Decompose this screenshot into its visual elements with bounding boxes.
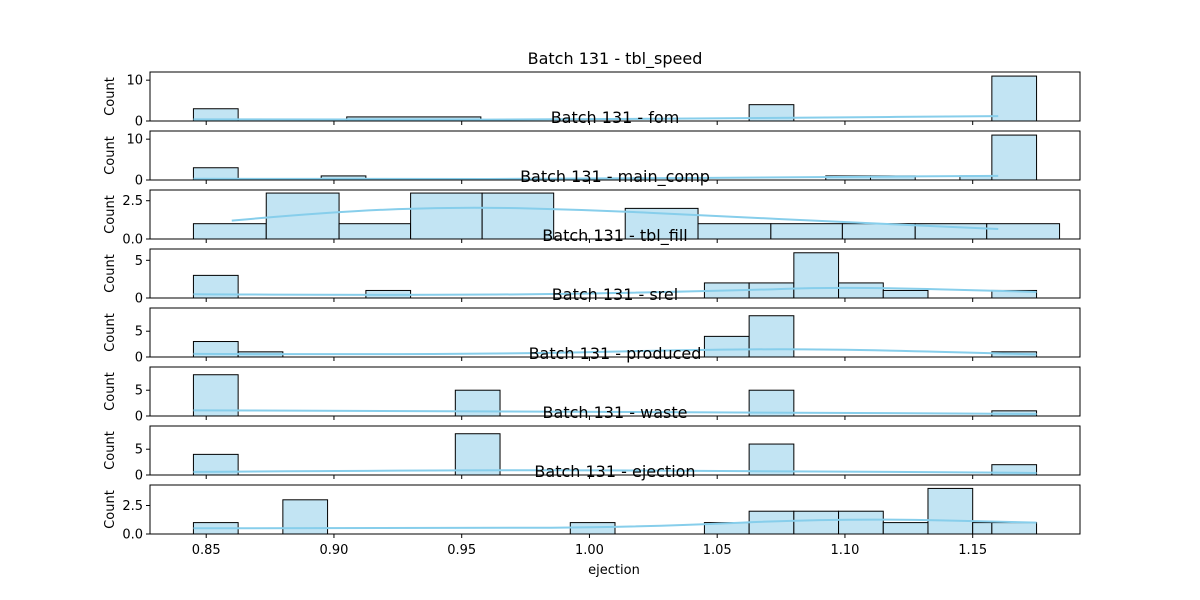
- axes-frame: [149, 484, 1081, 535]
- y-tick-label: 0.0: [122, 233, 143, 248]
- histogram-bar: [454, 433, 501, 476]
- subplot-title: Batch 131 - tbl_fill: [542, 226, 687, 246]
- histogram-bar: [991, 75, 1038, 122]
- subplot-4: 0 5 Count Batch 131 - tbl_fill: [103, 226, 1081, 307]
- histogram-bar: [838, 282, 884, 299]
- kde-line: [193, 409, 1037, 415]
- x-tick-label: 1.00: [575, 543, 604, 558]
- y-tick-label: 0.0: [122, 528, 143, 543]
- kde-line: [193, 286, 1037, 296]
- histogram-bar: [838, 510, 884, 535]
- y-axis-label: Count: [103, 136, 118, 175]
- subplot-3: 0.0 2.5 Count Batch 131 - main_comp: [103, 167, 1081, 248]
- y-axis-label: Count: [103, 372, 118, 411]
- histogram-bar: [770, 223, 843, 240]
- subplot-title: Batch 131 - main_comp: [520, 167, 710, 187]
- axes-frame: [149, 425, 1081, 476]
- axes-frame: [149, 366, 1081, 417]
- histogram-bar: [748, 315, 795, 358]
- x-tick-label: 0.90: [319, 543, 348, 558]
- y-axis-label: Count: [103, 254, 118, 293]
- axes-frame: [149, 71, 1081, 122]
- axes-frame: [149, 130, 1081, 181]
- subplot-2: 0 10 Count Batch 131 - fom: [103, 108, 1081, 189]
- histogram-bar: [882, 289, 929, 299]
- x-tick-label: 1.10: [830, 543, 859, 558]
- histogram-bar: [793, 510, 840, 535]
- histogram-bar: [481, 192, 555, 240]
- histogram-bar: [793, 252, 840, 299]
- y-axis-label: Count: [103, 490, 118, 529]
- x-tick-label: 0.85: [192, 543, 221, 558]
- y-tick-label: 5: [135, 254, 143, 269]
- subplot-title: Batch 131 - srel: [552, 285, 678, 304]
- subplot-title: Batch 131 - ejection: [534, 462, 695, 481]
- y-tick-label: 0: [135, 351, 143, 366]
- y-axis-label: Count: [103, 195, 118, 234]
- histogram-bar: [991, 134, 1038, 181]
- x-axis-label: ejection: [588, 563, 640, 578]
- histogram-bar: [972, 522, 993, 535]
- histogram-bar: [986, 223, 1061, 240]
- subplot-1: 0 10 Count Batch 131 - tbl_speed: [103, 49, 1081, 130]
- subplot-title: Batch 131 - tbl_speed: [528, 49, 703, 69]
- kde-line: [193, 469, 1037, 474]
- y-axis-label: Count: [103, 77, 118, 116]
- kde-line: [193, 174, 999, 181]
- y-tick-label: 0: [135, 469, 143, 484]
- y-tick-label: 5: [135, 443, 143, 458]
- y-tick-label: 10: [126, 133, 143, 148]
- y-tick-label: 2.5: [122, 499, 143, 514]
- histogram-bar: [991, 522, 1038, 535]
- x-axis-ticks: 0.85 0.90 0.95 1.00 1.05 1.10 1.15: [192, 543, 987, 558]
- histogram-bar: [697, 223, 772, 240]
- histogram-bar: [927, 487, 974, 535]
- y-tick-label: 0: [135, 292, 143, 307]
- subplot-8: 0.0 2.5 Count Batch 131 - ejection: [103, 462, 1081, 543]
- histogram-bar: [338, 223, 412, 240]
- histogram-bar: [410, 192, 483, 240]
- y-tick-label: 0: [135, 174, 143, 189]
- y-axis-label: Count: [103, 313, 118, 352]
- y-tick-label: 0: [135, 115, 143, 130]
- subplot-5: 0 5 Count Batch 131 - srel: [103, 285, 1081, 366]
- kde-line: [231, 206, 999, 231]
- axes-frame: [149, 189, 1081, 240]
- subplot-title: Batch 131 - fom: [551, 108, 680, 127]
- histogram-bar: [192, 223, 267, 240]
- x-tick-label: 1.15: [958, 543, 987, 558]
- histogram-bar: [882, 522, 929, 535]
- histogram-bar: [192, 374, 239, 417]
- axes-frame: [149, 307, 1081, 358]
- panels: 0 10 Count Batch 131 - tbl_speed 0 10 Count Bat…: [103, 49, 1081, 558]
- y-axis-label: Count: [103, 431, 118, 470]
- subplot-title: Batch 131 - waste: [543, 403, 688, 422]
- x-tick-label: 1.05: [703, 543, 732, 558]
- subplot-7: 0 5 Count Batch 131 - waste: [103, 403, 1081, 484]
- y-tick-label: 0: [135, 410, 143, 425]
- y-tick-label: 5: [135, 384, 143, 399]
- histogram-bar: [703, 335, 750, 358]
- subplot-6: 0 5 Count Batch 131 - produced: [103, 344, 1081, 425]
- subplot-title: Batch 131 - produced: [529, 344, 702, 363]
- y-tick-label: 10: [126, 74, 143, 89]
- kde-line: [193, 518, 1037, 530]
- kde-line: [193, 348, 1037, 356]
- x-tick-label: 0.95: [447, 543, 476, 558]
- y-tick-label: 2.5: [122, 194, 143, 209]
- axes-frame: [149, 248, 1081, 299]
- histogram-bar: [841, 223, 916, 240]
- kde-line: [193, 115, 999, 121]
- y-tick-label: 5: [135, 325, 143, 340]
